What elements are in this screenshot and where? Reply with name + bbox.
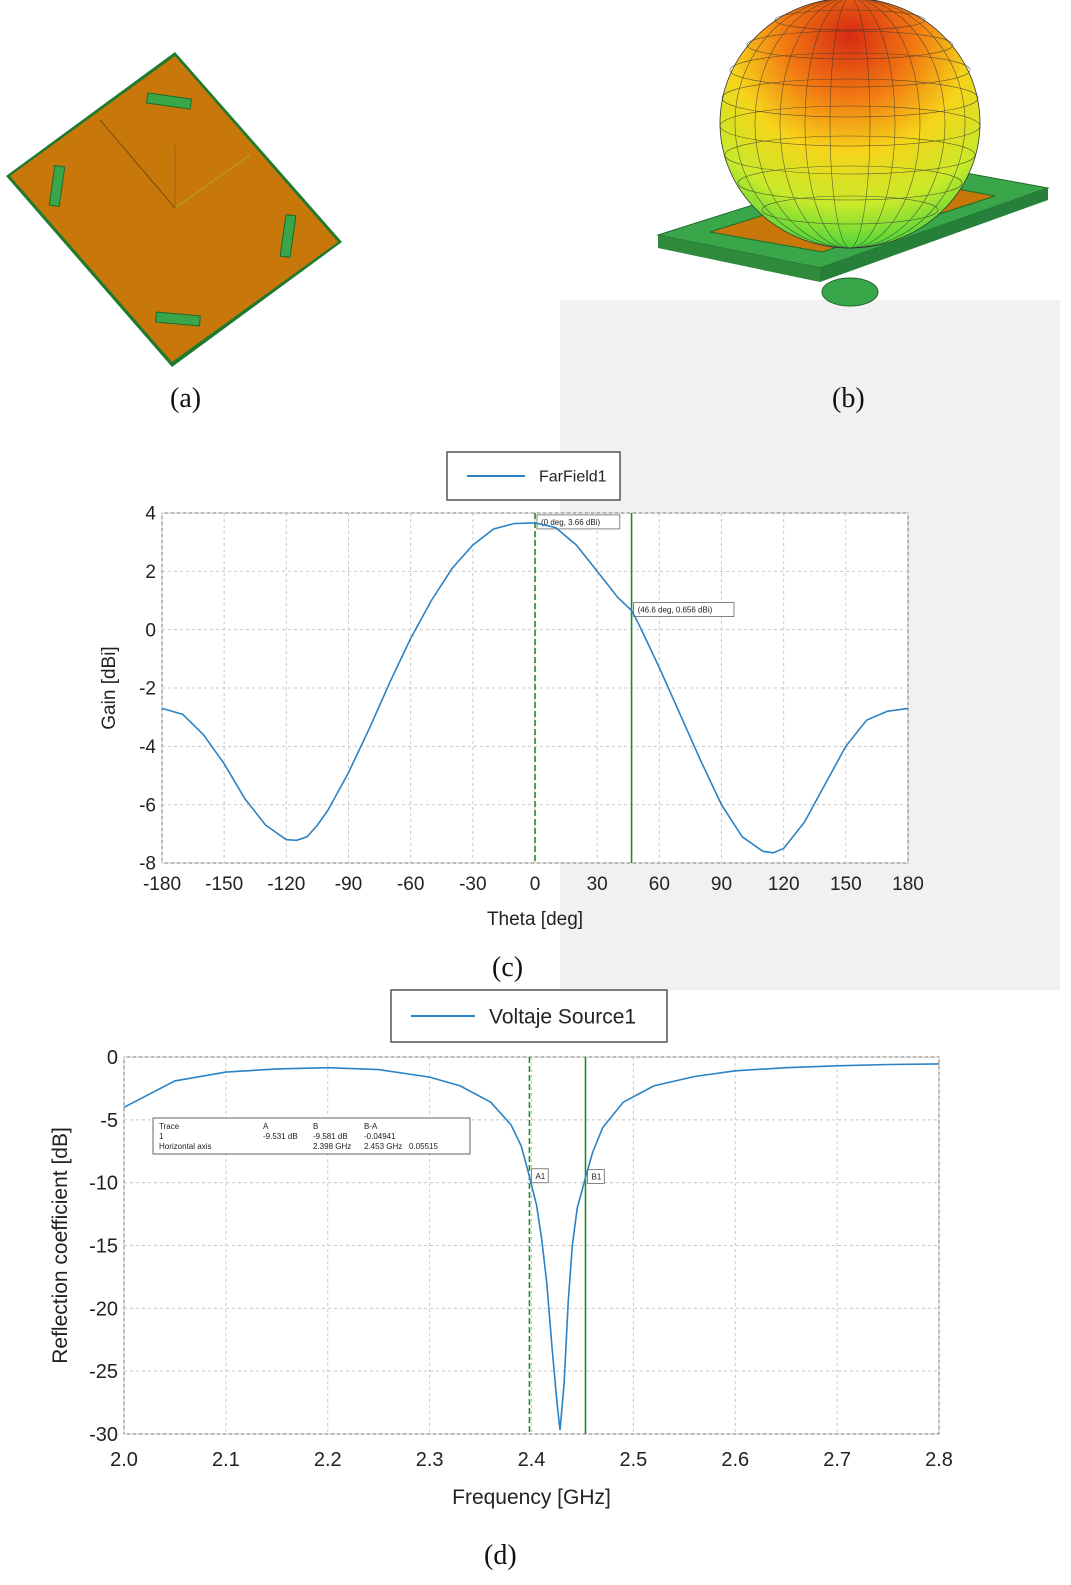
- y-tick-label: -25: [89, 1361, 118, 1383]
- marker-label-box: [531, 1168, 549, 1184]
- gain-chart: FarField1-180 -150 -120 -90 -60 -30 0 30 60 90 120…: [99, 451, 924, 930]
- x-tick-label: 150: [830, 874, 862, 895]
- x-axis-label: Theta [deg]: [487, 909, 583, 930]
- marker-label: B1: [591, 1172, 601, 1181]
- trace-table-cell: 2.398 GHz: [313, 1142, 351, 1151]
- y-tick-label: -8: [139, 854, 156, 875]
- y-axis-label: Reflection coefficient [dB]: [49, 1127, 72, 1364]
- y-tick-label: -6: [139, 795, 156, 816]
- caption-b: (b): [832, 383, 865, 414]
- x-tick-label: 2.0: [110, 1449, 138, 1471]
- y-tick-label: 4: [145, 504, 156, 525]
- marker-label: A1: [535, 1172, 545, 1181]
- x-axis-label: Frequency [GHz]: [452, 1486, 611, 1509]
- x-tick-label: 2.6: [721, 1449, 749, 1471]
- y-tick-label: -2: [139, 679, 156, 700]
- y-tick-label: 2: [145, 562, 156, 583]
- x-tick-label: -120: [267, 874, 305, 895]
- x-tick-label: 180: [892, 874, 924, 895]
- x-tick-label: 60: [649, 874, 670, 895]
- marker-label-box: [587, 1169, 605, 1184]
- y-tick-label: -15: [89, 1236, 118, 1258]
- x-tick-label: -180: [143, 874, 181, 895]
- x-tick-label: 90: [711, 874, 732, 895]
- y-tick-label: -10: [89, 1173, 118, 1195]
- x-tick-label: -30: [459, 874, 486, 895]
- legend-label: FarField1: [539, 469, 607, 486]
- x-tick-label: 30: [587, 874, 608, 895]
- caption-c: (c): [492, 952, 524, 983]
- x-tick-label: 120: [768, 874, 800, 895]
- trace-table-cell: B-A: [364, 1122, 378, 1131]
- x-tick-label: 2.5: [619, 1449, 647, 1471]
- caption-d: (d): [484, 1540, 517, 1571]
- trace-table-cell: 2.453 GHz: [364, 1142, 402, 1151]
- y-axis-label: Gain [dBi]: [99, 646, 120, 729]
- trace-table-cell: Trace: [159, 1122, 180, 1131]
- series-line: [123, 1063, 940, 1431]
- marker-label: (0 deg, 3.66 dBi): [541, 518, 600, 527]
- x-tick-label: -90: [335, 874, 362, 895]
- x-tick-label: 2.1: [212, 1449, 240, 1471]
- x-tick-label: -150: [205, 874, 243, 895]
- y-tick-label: -30: [89, 1424, 118, 1446]
- trace-table-cell: 0.05515: [409, 1142, 438, 1151]
- marker-label-box: [536, 514, 621, 530]
- legend-label: Voltaje Source1: [489, 1005, 636, 1028]
- x-tick-label: 2.2: [314, 1449, 342, 1471]
- trace-table-box: [152, 1117, 471, 1155]
- x-tick-label: 0: [530, 874, 541, 895]
- y-tick-label: -4: [139, 737, 156, 758]
- reflection-chart: Voltaje Source1 2.0 2.1 2.2 2.3 2.4 2.5 2.6 2.7 2…: [49, 989, 953, 1509]
- antenna-top-view: [0, 40, 350, 380]
- series-line: [161, 522, 909, 854]
- marker-label-box: [633, 602, 735, 617]
- y-tick-label: 0: [107, 1047, 118, 1069]
- caption-a: (a): [170, 383, 202, 414]
- trace-table-cell: A: [263, 1122, 269, 1131]
- x-tick-label: 2.4: [518, 1449, 546, 1471]
- y-tick-label: -20: [89, 1298, 118, 1320]
- x-tick-label: 2.3: [416, 1449, 444, 1471]
- trace-table-cell: B: [313, 1122, 318, 1131]
- x-tick-label: 2.8: [925, 1449, 953, 1471]
- trace-table-cell: Horizontal axis: [159, 1142, 211, 1151]
- x-tick-label: -60: [397, 874, 424, 895]
- trace-table-cell: -0.04941: [364, 1132, 396, 1141]
- trace-table-cell: -9.581 dB: [313, 1132, 348, 1141]
- radiation-pattern-3d: [650, 0, 1060, 320]
- marker-label: (46.6 deg, 0.656 dBi): [638, 606, 713, 615]
- y-tick-label: -5: [100, 1110, 118, 1132]
- trace-table-cell: 1: [159, 1132, 164, 1141]
- y-tick-label: 0: [145, 620, 156, 641]
- trace-table-cell: -9.531 dB: [263, 1132, 298, 1141]
- x-tick-label: 2.7: [823, 1449, 851, 1471]
